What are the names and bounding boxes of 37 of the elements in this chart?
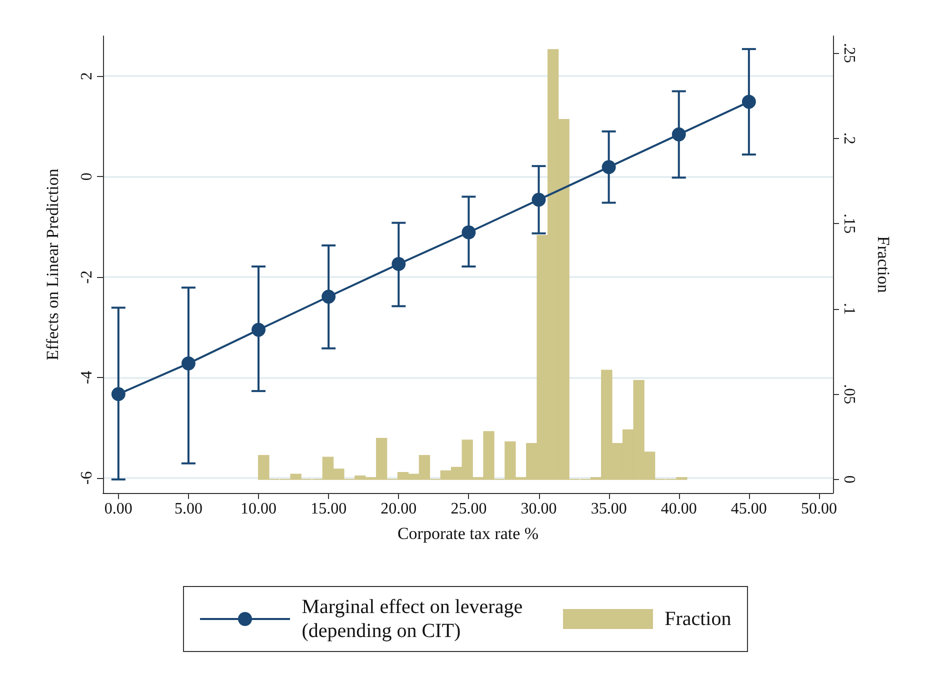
y2-axis-title: Fraction xyxy=(874,236,893,294)
y-tick-label: 2 xyxy=(78,72,96,80)
point xyxy=(742,94,756,109)
legend-label: Fraction xyxy=(664,607,732,631)
point xyxy=(111,387,126,402)
y-tick-label: -2 xyxy=(78,270,96,284)
point xyxy=(322,290,336,304)
point xyxy=(392,257,406,271)
y2-tick-label: .05 xyxy=(840,384,858,404)
x-tick-label: 25.00 xyxy=(450,500,487,518)
point xyxy=(181,356,196,370)
point xyxy=(252,322,266,337)
y-tick-label: -4 xyxy=(78,370,96,384)
x-tick-label: 15.00 xyxy=(310,500,347,518)
y2-tick-label: .2 xyxy=(840,132,858,144)
x-tick-label: 30.00 xyxy=(520,500,557,518)
point xyxy=(672,127,686,142)
y2-tick-label: 0 xyxy=(840,475,858,484)
y-axis-title: Effects on Linear Prediction xyxy=(43,168,62,360)
x-tick-label: 5.00 xyxy=(174,500,202,518)
x-tick-label: 45.00 xyxy=(730,500,767,518)
point xyxy=(462,225,476,240)
x-tick-label: 40.00 xyxy=(660,500,697,518)
x-tick-label: 10.00 xyxy=(240,500,277,518)
y2-tick-label: .25 xyxy=(840,43,858,64)
y-tick-label: -6 xyxy=(78,471,96,485)
x-tick-label: 20.00 xyxy=(380,500,417,518)
point xyxy=(532,192,546,207)
y2-tick-label: .1 xyxy=(840,302,858,315)
point xyxy=(602,160,616,174)
legend-label: Marginal effect on leverage (depending on CIT) xyxy=(302,595,523,643)
x-tick-label: 35.00 xyxy=(590,500,627,518)
x-axis-title: Corporate tax rate % xyxy=(397,524,539,543)
y-tick-label: 0 xyxy=(78,172,96,181)
x-tick-label: 50.00 xyxy=(800,500,837,518)
y2-tick-label: .15 xyxy=(840,214,858,234)
x-tick-label: 0.00 xyxy=(104,500,132,518)
